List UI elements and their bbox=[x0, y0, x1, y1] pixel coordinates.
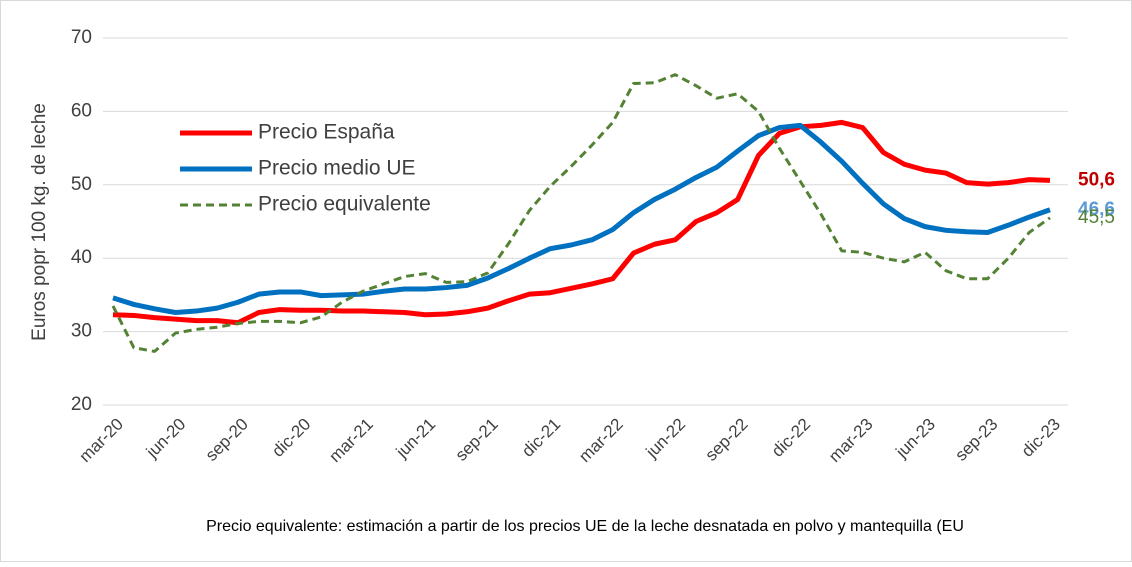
series-line bbox=[112, 122, 1051, 316]
legend-label: Precio medio UE bbox=[258, 157, 416, 180]
footnote: Precio equivalente: estimación a partir … bbox=[206, 518, 964, 535]
y-tick-label: 50 bbox=[71, 174, 92, 195]
series-line bbox=[112, 119, 1051, 326]
series-line bbox=[111, 73, 1051, 353]
y-tick-label: 30 bbox=[71, 321, 92, 342]
legend-label: Precio España bbox=[258, 121, 395, 144]
y-tick-label: 20 bbox=[71, 394, 92, 415]
y-axis-title: Euros popr 100 kg. de leche bbox=[29, 103, 50, 341]
y-tick-label: 60 bbox=[71, 100, 92, 121]
y-tick-label: 70 bbox=[71, 27, 92, 48]
value-label: 45,5 bbox=[1078, 207, 1115, 228]
legend-label: Precio equivalente bbox=[258, 193, 431, 216]
value-label: 46,6 bbox=[1078, 199, 1115, 220]
y-tick-label: 40 bbox=[71, 247, 92, 268]
value-label: 50,6 bbox=[1078, 169, 1115, 190]
